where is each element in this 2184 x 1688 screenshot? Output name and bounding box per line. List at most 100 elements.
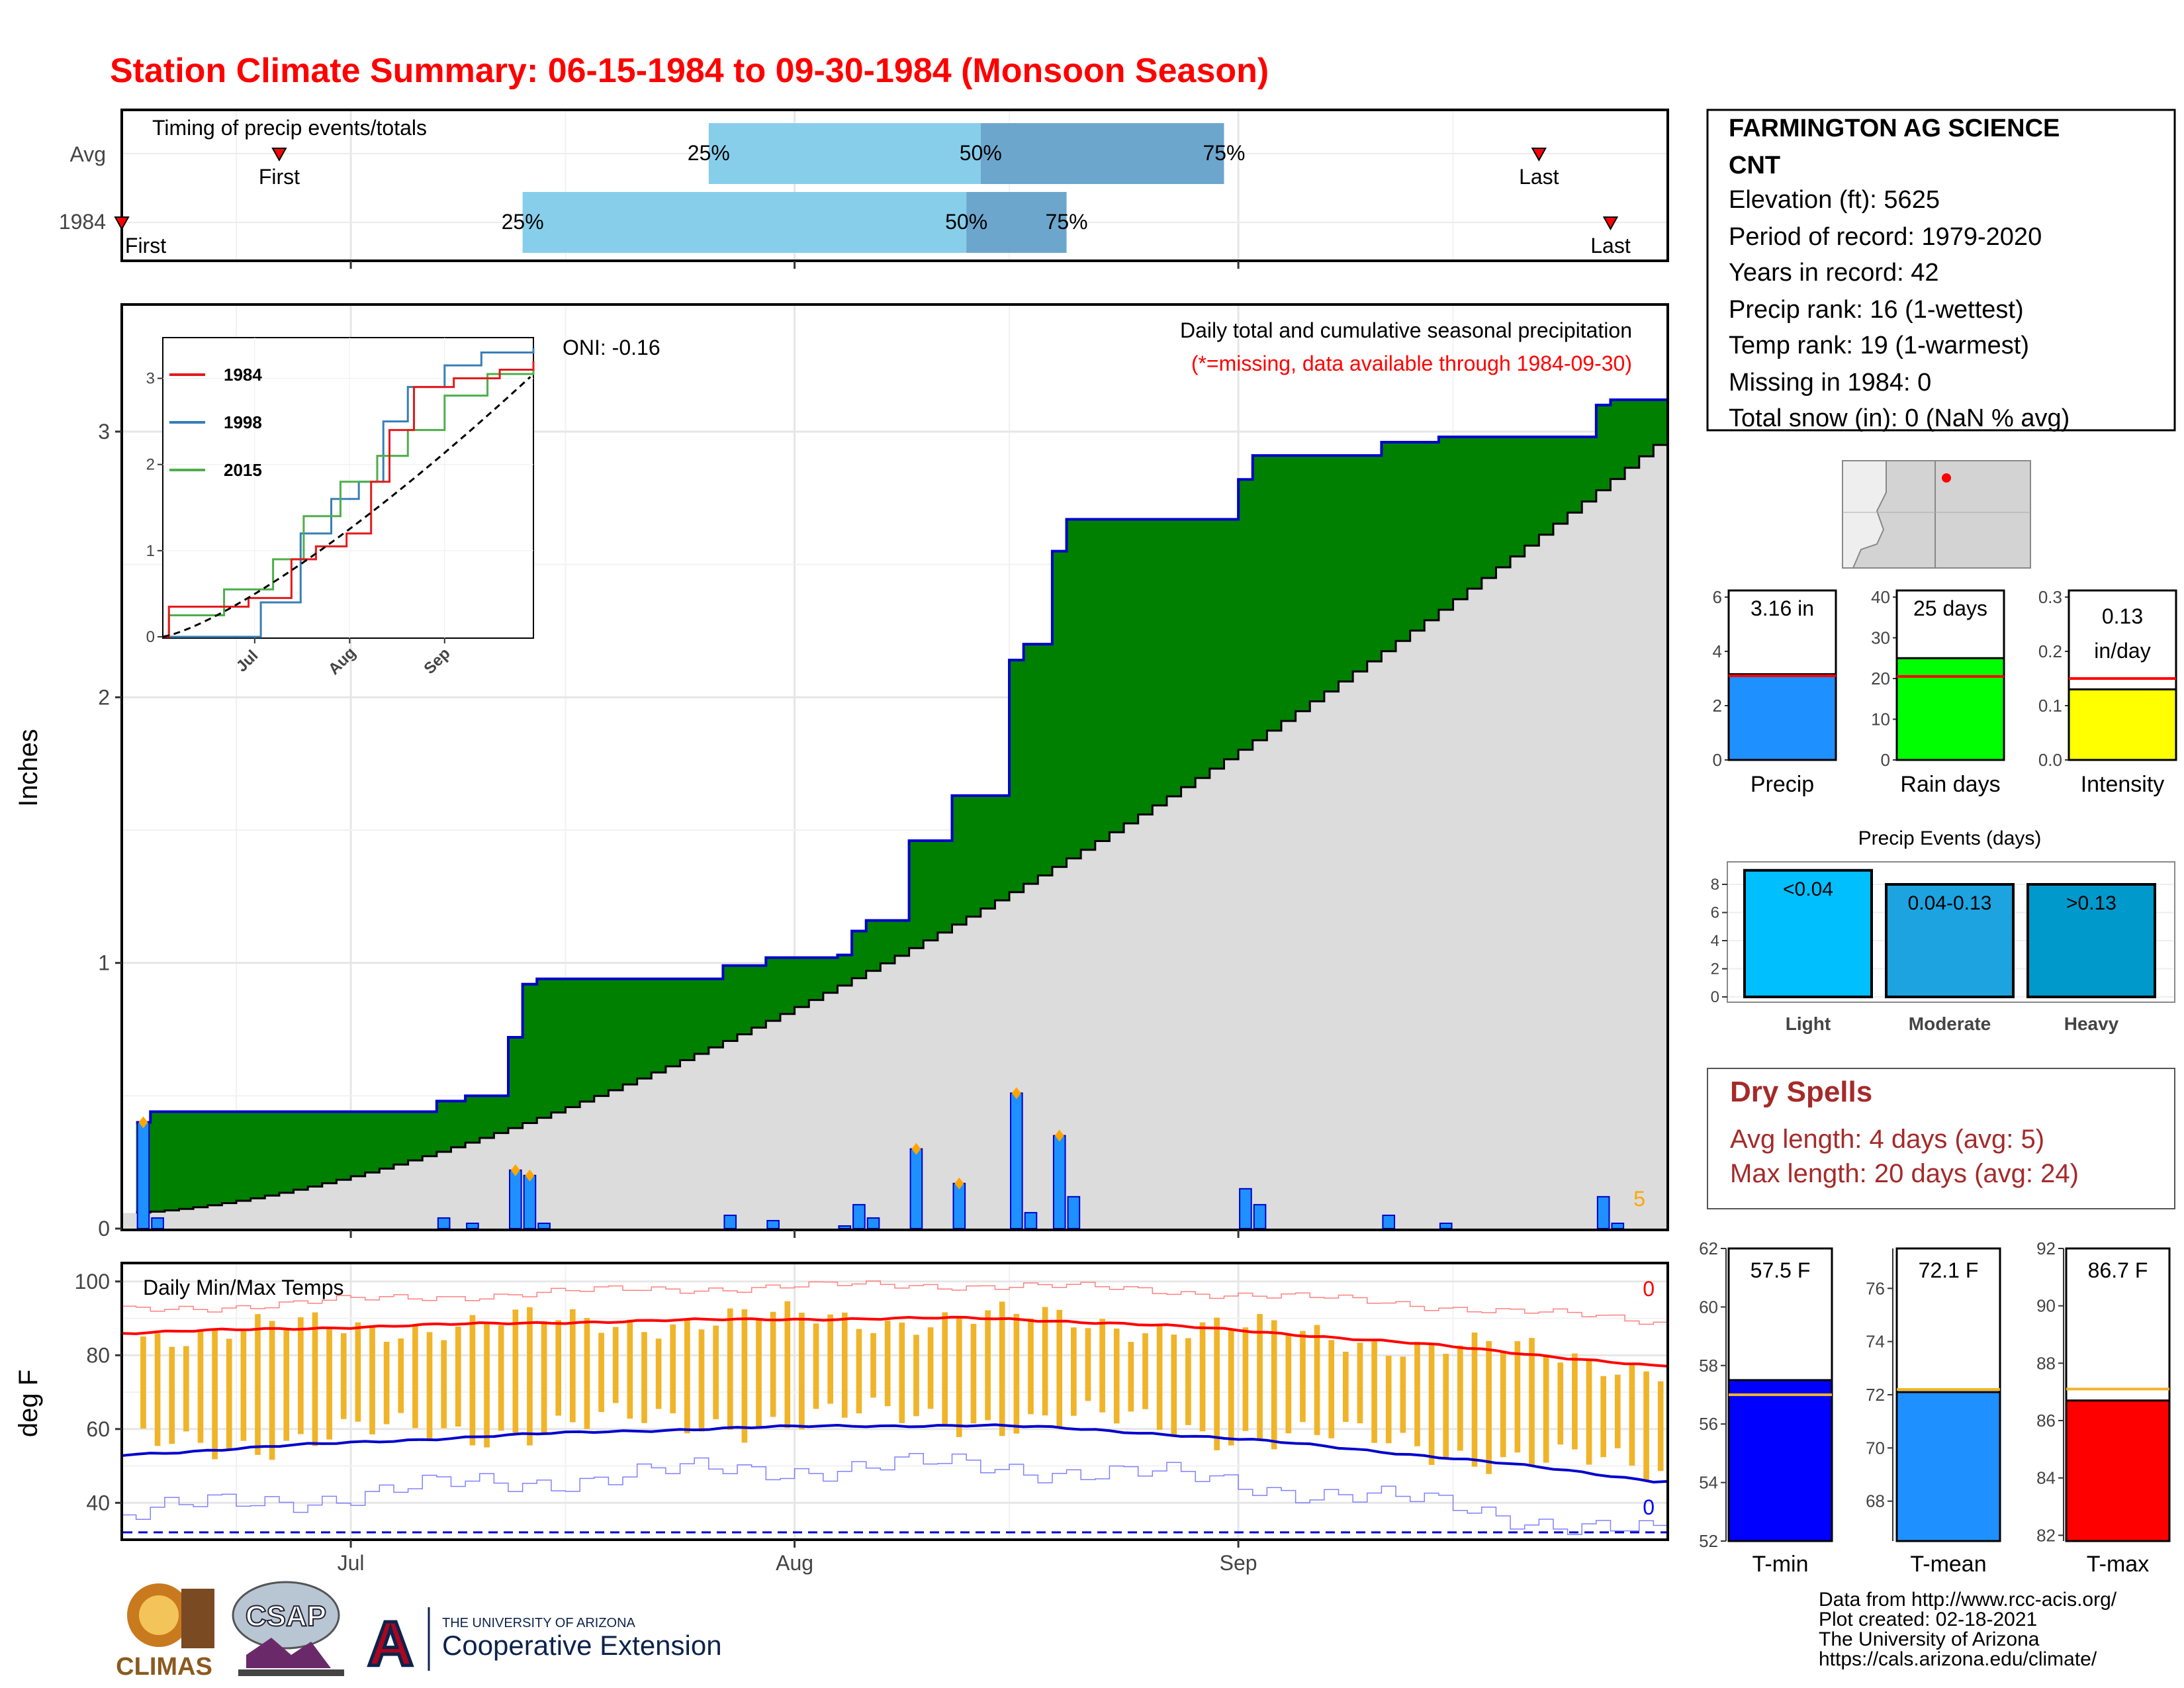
- y-tick-label: 40: [86, 1491, 110, 1515]
- summary-value-bar: [2068, 688, 2177, 761]
- daily-temp-bar: [741, 1309, 748, 1443]
- above-avg-area: [1653, 399, 1668, 445]
- daily-temp-bar: [1128, 1342, 1134, 1412]
- timing-bar-q2: [980, 123, 1224, 184]
- daily-temp-bar: [1443, 1354, 1449, 1458]
- daily-temp-bar: [1214, 1317, 1220, 1450]
- record-marker: [911, 1143, 921, 1155]
- above-avg-area: [1453, 437, 1468, 600]
- above-avg-area: [880, 920, 895, 964]
- daily-temp-bar: [584, 1317, 590, 1429]
- above-avg-area: [980, 795, 996, 909]
- above-avg-area: [479, 1096, 494, 1139]
- event-bar-label: Light: [1786, 1013, 1831, 1034]
- temp-panel: Daily Min/Max Temps 0 0 deg F 406080100 …: [14, 1262, 1669, 1575]
- timing-label: Timing of precip events/totals: [152, 116, 427, 140]
- daily-temp-bar: [770, 1311, 776, 1417]
- daily-temp-bar: [212, 1329, 218, 1460]
- temp-summary-tick-label: 60: [1699, 1297, 1718, 1317]
- above-avg-area: [580, 978, 595, 1102]
- above-avg-area: [1553, 437, 1569, 524]
- daily-temp-bar: [255, 1314, 261, 1455]
- events-tick-label: 0: [1711, 988, 1719, 1006]
- y-tick-label: 0: [98, 1217, 110, 1241]
- timing-p25-label: 25%: [688, 141, 730, 165]
- temp-summary-tick-label: 52: [1699, 1531, 1718, 1551]
- daily-temp-bar: [426, 1332, 433, 1440]
- above-avg-area: [336, 1111, 351, 1180]
- summary-tick-label: 2: [1713, 696, 1722, 716]
- climas-logo-text: CLIMAS: [116, 1653, 212, 1681]
- timing-last-marker: [1602, 216, 1619, 231]
- events-tick-label: 8: [1711, 876, 1719, 894]
- summary-bar-label: Rain days: [1900, 772, 2000, 797]
- above-avg-area: [594, 978, 610, 1096]
- daily-temp-bar: [813, 1323, 819, 1409]
- temp-summary-bar-label: T-max: [2087, 1552, 2149, 1577]
- temp-summary-tick-label: 74: [1866, 1332, 1885, 1352]
- daily-temp-bar: [455, 1327, 461, 1427]
- above-avg-area: [1596, 404, 1612, 491]
- above-avg-area: [465, 1096, 480, 1143]
- daily-precip-bar: [1253, 1203, 1267, 1230]
- station-years: Years in record: 42: [1729, 259, 1939, 287]
- daily-temp-bar: [355, 1322, 361, 1422]
- daily-temp-bar: [183, 1346, 189, 1432]
- above-avg-area: [1181, 519, 1196, 788]
- daily-temp-bar: [985, 1310, 991, 1421]
- above-avg-area: [694, 978, 709, 1054]
- timing-p50-label: 50%: [960, 141, 1002, 165]
- record-marker: [1054, 1129, 1064, 1142]
- event-range-label: 0.04-0.13: [1908, 892, 1992, 914]
- daily-precip-bar: [1067, 1196, 1081, 1229]
- avg-cumulative-area: [122, 445, 1668, 1229]
- record-marker: [954, 1177, 964, 1190]
- daily-temp-bar: [197, 1329, 204, 1443]
- daily-temp-bar: [169, 1346, 175, 1444]
- daily-temp-bar: [1300, 1331, 1306, 1423]
- daily-temp-bar: [1529, 1338, 1535, 1467]
- daily-temp-bar: [884, 1320, 891, 1407]
- daily-temp-bar: [1371, 1340, 1377, 1443]
- oni-label: ONI: -0.16: [563, 336, 660, 359]
- precip-events: Precip Events (days) 0 2 4 6 8 <0.04 Light 0.04…: [1711, 827, 2175, 1034]
- above-avg-area: [852, 931, 867, 978]
- daily-temp-bar: [469, 1315, 476, 1446]
- temp-summary-tick-label: 88: [2036, 1353, 2056, 1373]
- above-avg-area: [1381, 442, 1396, 651]
- daily-temp-bar: [841, 1312, 848, 1418]
- avg-min-line: [121, 1423, 1668, 1483]
- daily-temp-bar: [1314, 1325, 1320, 1435]
- station-missing: Missing in 1984: 0: [1729, 369, 1931, 397]
- daily-precip-bar: [1439, 1222, 1453, 1230]
- ua-logo-letter: A: [367, 1609, 413, 1679]
- y-tick-label: 3: [98, 420, 110, 444]
- summary-bar-label: Intensity: [2081, 772, 2165, 797]
- daily-temp-bar: [340, 1333, 347, 1419]
- event-bar: [1885, 883, 2015, 998]
- daily-temp-bar: [784, 1301, 791, 1429]
- daily-temp-bar: [1085, 1328, 1091, 1401]
- record-marker: [510, 1164, 520, 1176]
- record-min-line: [122, 1453, 1668, 1535]
- daily-precip-bar: [866, 1217, 880, 1229]
- above-avg-area: [1310, 455, 1325, 702]
- above-avg-area: [637, 978, 652, 1079]
- daily-temp-bar: [1328, 1340, 1335, 1438]
- timing-last-marker: [1531, 148, 1547, 162]
- daily-temp-bar: [369, 1326, 375, 1434]
- above-avg-area: [1639, 399, 1654, 457]
- daily-temp-bar: [1557, 1362, 1564, 1445]
- daily-temp-bar: [1071, 1327, 1077, 1416]
- above-avg-area: [1224, 519, 1239, 759]
- above-avg-area: [308, 1111, 323, 1187]
- above-avg-area: [823, 957, 839, 993]
- above-avg-area: [937, 841, 953, 933]
- inset-legend-label: 1984: [224, 365, 262, 385]
- daily-temp-bar: [441, 1340, 447, 1429]
- above-avg-area: [164, 1111, 180, 1211]
- page-title: Station Climate Summary: 06-15-1984 to 0…: [110, 52, 1269, 90]
- temp-summary-tick-label: 56: [1699, 1414, 1718, 1434]
- timing-first-label: First: [259, 165, 300, 189]
- daily-temp-bar: [1056, 1309, 1063, 1428]
